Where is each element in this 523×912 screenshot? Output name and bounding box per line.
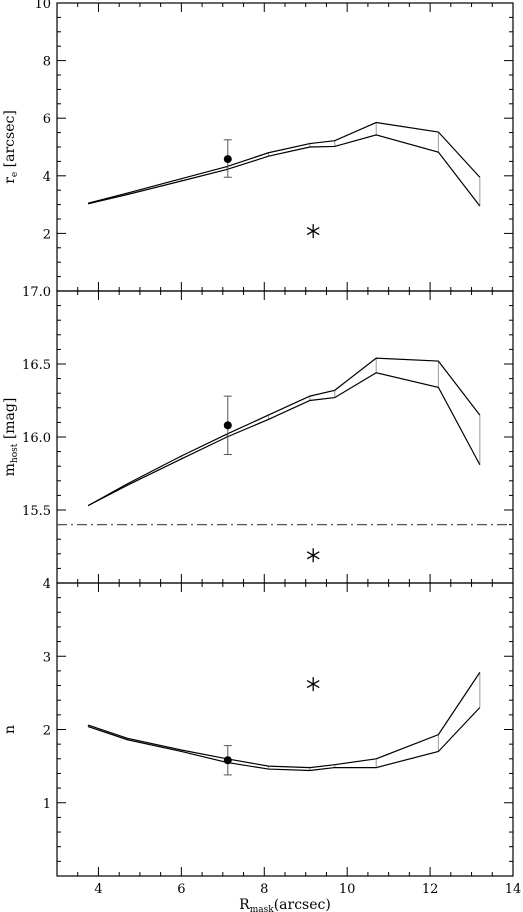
y-axis-title: n (2, 725, 18, 734)
panel-frame (56, 2, 514, 292)
series-line-0 (87, 357, 481, 507)
x-tick-label: 14 (505, 882, 522, 897)
y-axis-title: re [arcsec] (2, 110, 20, 184)
x-tick-label: 8 (260, 882, 268, 897)
series-line-0 (87, 672, 481, 769)
y-tick-label: 4 (43, 577, 51, 592)
star-marker (306, 677, 320, 692)
y-tick-label: 15.5 (22, 504, 51, 519)
x-tick-label: 10 (339, 882, 356, 897)
panel-top: 2 4 6 8 10 re [arcsec] (2, 0, 514, 292)
panel-middle: 15.5 16.0 16.5 17.0 mhost [mag] (2, 285, 514, 584)
data-point (223, 756, 232, 765)
y-tick-label: 8 (43, 55, 51, 70)
y-tick-label: 16.5 (22, 358, 51, 373)
data-point (223, 421, 232, 430)
star-marker (306, 224, 320, 239)
star-marker (306, 548, 320, 563)
y-tick-label: 10 (34, 0, 51, 12)
y-tick-label: 4 (43, 170, 51, 185)
series-line-1 (87, 134, 481, 207)
y-tick-label: 16.0 (22, 431, 51, 446)
panel-frame (56, 290, 514, 584)
y-tick-label: 6 (43, 112, 51, 127)
y-axis-title: mhost [mag] (2, 398, 20, 477)
y-tick-label: 3 (43, 650, 51, 665)
series-line-0 (87, 121, 481, 204)
x-tick-label: 4 (94, 882, 102, 897)
x-tick-label: 12 (422, 882, 439, 897)
y-tick-label: 1 (43, 797, 51, 812)
series-line-1 (87, 707, 481, 772)
data-point (223, 155, 232, 164)
x-tick-label: 6 (177, 882, 185, 897)
series-line-1 (87, 372, 481, 507)
y-tick-label: 17.0 (22, 285, 51, 300)
y-tick-label: 2 (43, 724, 51, 739)
y-tick-label: 2 (43, 227, 51, 242)
panel-frame (56, 582, 514, 877)
x-axis-title: Rmask(arcsec) (239, 897, 331, 912)
